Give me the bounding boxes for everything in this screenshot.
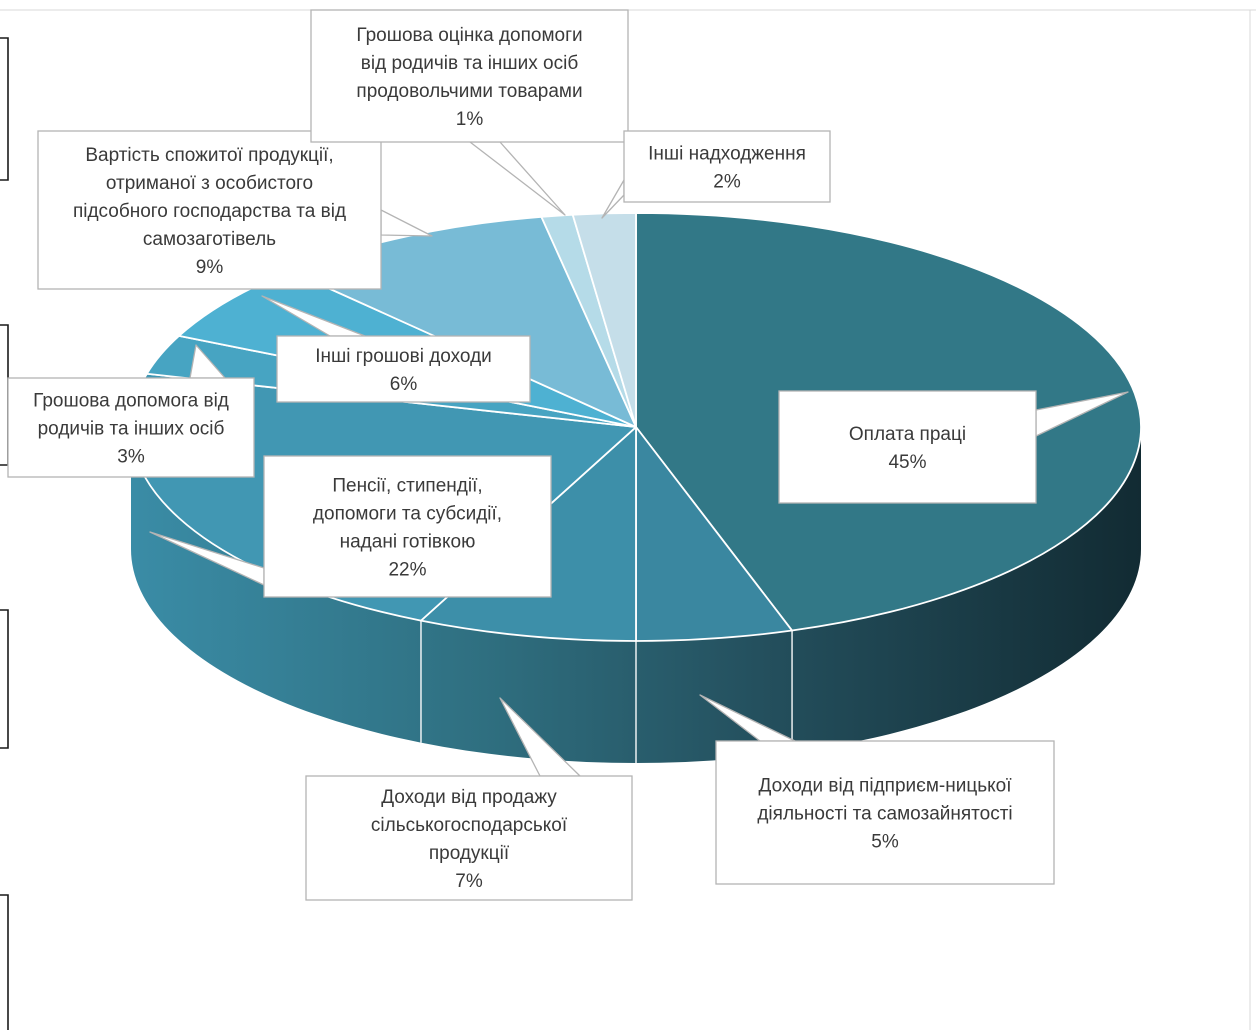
- slice-percent: 6%: [390, 374, 418, 395]
- slice-percent: 1%: [456, 109, 484, 130]
- slice-label: Доходи від продажу: [381, 787, 557, 808]
- data-label-box: [276, 335, 531, 403]
- data-label-box: [715, 740, 1055, 885]
- slice-percent: 9%: [196, 257, 224, 278]
- data-label: Пенсії, стипендії, допомоги та субсидії, н…: [263, 455, 552, 598]
- data-label-box: [7, 377, 255, 478]
- data-label: Інші грошові доходи 6%: [276, 335, 531, 403]
- slice-label: Пенсії, стипендії,: [332, 476, 482, 497]
- data-label: Інші надходження 2%: [623, 130, 831, 203]
- label-pointer: [469, 141, 566, 216]
- data-label-box: [37, 130, 382, 290]
- slice-label: Інші грошові доходи: [315, 346, 492, 367]
- data-label: Грошова оцінка допомоги від родичів та ін…: [310, 9, 629, 143]
- slice-percent: 5%: [871, 832, 899, 853]
- left-edge-brackets: [0, 37, 9, 1030]
- slice-label: Інші надходження: [648, 144, 806, 165]
- pie-side: [131, 427, 1141, 763]
- slice-label: самозаготівель: [143, 229, 276, 250]
- slice-label: родичів та інших осіб: [38, 419, 225, 440]
- slice-label: сільськогосподарської: [371, 815, 568, 836]
- slice-percent: 2%: [713, 172, 741, 193]
- data-label-box: [778, 390, 1037, 504]
- data-label-box: [305, 775, 633, 901]
- slice-label: продовольчими товарами: [356, 81, 582, 102]
- pie-side-wall: [131, 427, 1141, 763]
- slice-label: продукції: [429, 843, 510, 864]
- slice-label: Грошова оцінка допомоги: [356, 25, 582, 46]
- slice-percent: 22%: [388, 560, 426, 581]
- data-label-box: [263, 455, 552, 598]
- data-label: Грошова допомога від родичів та інших осі…: [7, 377, 255, 478]
- slice-label: від родичів та інших осіб: [361, 53, 579, 74]
- slice-label: Доходи від підприєм-ницької: [759, 776, 1013, 797]
- data-label: Доходи від підприєм-ницької діяльності та…: [715, 740, 1055, 885]
- data-label: Оплата праці 45%: [778, 390, 1037, 504]
- slice-percent: 7%: [455, 871, 483, 892]
- slice-label: підсобного господарства та від: [73, 201, 346, 222]
- data-label: Доходи від продажу сільськогосподарської п…: [305, 775, 633, 901]
- data-labels: Оплата праці 45% Доходи від підприєм-ницьк…: [7, 9, 1055, 901]
- data-label-box: [310, 9, 629, 143]
- slice-percent: 3%: [117, 447, 145, 468]
- slice-label: діяльності та самозайнятості: [757, 804, 1012, 825]
- slice-label: Оплата праці: [849, 424, 966, 445]
- label-leaders: [149, 141, 1129, 777]
- slice-percent: 45%: [888, 452, 926, 473]
- slice-label: Вартість спожитої продукції,: [85, 145, 333, 166]
- slice-label: допомоги та субсидії,: [313, 504, 502, 525]
- slice-label: надані готівкою: [340, 532, 476, 553]
- data-label-box: [623, 130, 831, 203]
- pie-slice: [635, 426, 793, 642]
- label-pointer: [380, 209, 433, 237]
- slice-label: Грошова допомога від: [33, 391, 229, 412]
- slice-label: отриманої з особистого: [106, 173, 313, 194]
- data-label: Вартість спожитої продукції, отриманої з …: [37, 130, 382, 290]
